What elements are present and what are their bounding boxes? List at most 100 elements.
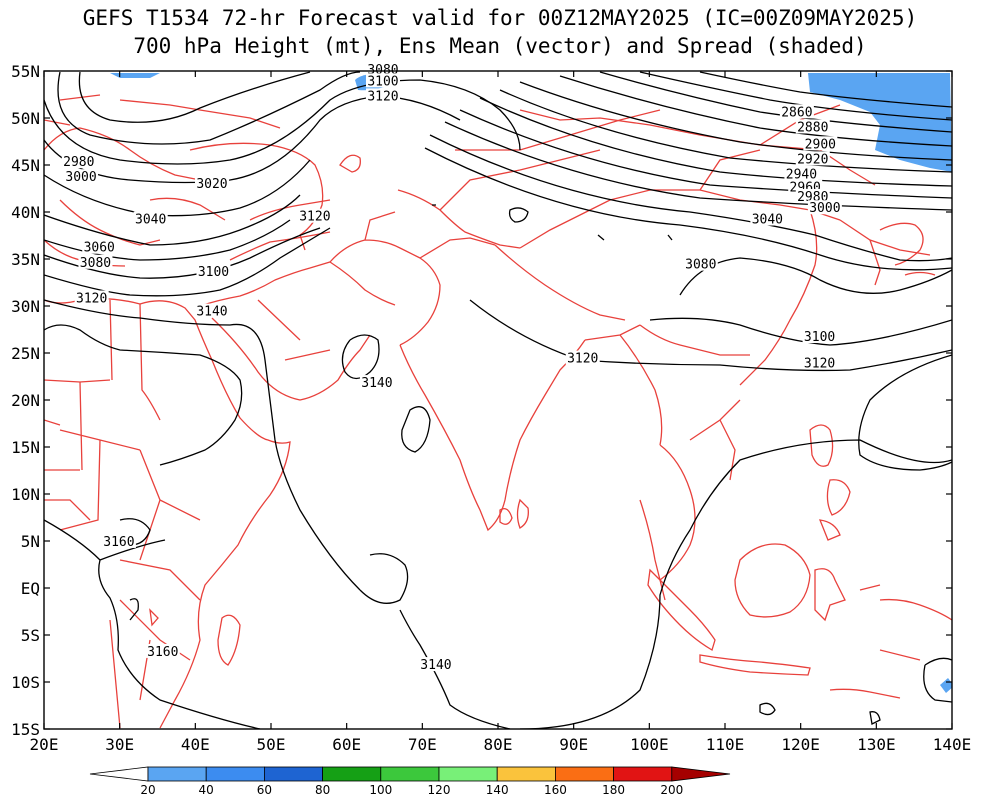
lat-label: 30N <box>11 297 40 316</box>
contour-label: 2860 <box>781 105 812 120</box>
lat-label: 5S <box>21 626 40 645</box>
contour-label-bg <box>82 239 117 254</box>
contour-label-bg <box>784 166 819 181</box>
contour-label: 3120 <box>76 291 107 306</box>
contour-label-bg <box>795 188 830 203</box>
lon-label: 40E <box>181 735 210 754</box>
contour-label-bg <box>78 254 113 269</box>
lat-label: 55N <box>11 62 40 81</box>
height-contours <box>44 71 952 729</box>
contour-label: 3120 <box>567 352 598 367</box>
map-subtitle: 700 hPa Height (mt), Ens Mean (vector) a… <box>133 34 867 58</box>
colorbar-segment <box>322 766 382 782</box>
axes: 55N 50N 45N 40N 35N 30N 25N 20N 15N 10N 5N EQ 5S 10S 1… <box>11 62 971 754</box>
contour-label-bg <box>802 355 837 370</box>
contour-label: 2920 <box>797 152 828 167</box>
lat-label: 45N <box>11 156 40 175</box>
lon-label: 140E <box>933 735 972 754</box>
lon-label: 110E <box>706 735 745 754</box>
contour-label: 3140 <box>196 305 227 320</box>
contour-label-bg <box>795 151 830 166</box>
contour-label-bg <box>795 119 830 134</box>
contour-label-bg <box>365 73 400 88</box>
colorbar-label: 40 <box>199 783 214 797</box>
lat-label: 20N <box>11 391 40 410</box>
contour-label: 2940 <box>786 167 817 182</box>
colorbar-high-arrow <box>671 766 731 782</box>
colorbar-segment <box>555 766 615 782</box>
colorbar-segment <box>496 766 556 782</box>
contour-label: 3120 <box>804 356 835 371</box>
contour-label-bg <box>802 329 837 344</box>
lon-label: 70E <box>408 735 437 754</box>
lat-label: 15S <box>11 720 40 739</box>
contour-label-bg <box>297 208 332 223</box>
contour-label-bg <box>803 136 838 151</box>
colorbar-segment <box>147 766 207 782</box>
lat-label: 50N <box>11 109 40 128</box>
colorbar-label: 120 <box>428 783 451 797</box>
spread-colorbar: 20 40 60 80 100 120 140 160 180 200 <box>89 766 731 797</box>
contour-label: 2880 <box>797 120 828 135</box>
contour-label: 3060 <box>84 241 115 256</box>
contour-label-bg <box>64 169 99 184</box>
lon-label: 120E <box>781 735 820 754</box>
contour-label-bg <box>365 62 400 77</box>
colorbar-low-arrow <box>89 766 149 782</box>
contour-label-bg <box>750 211 785 226</box>
lat-label: 10N <box>11 485 40 504</box>
contour-label: 3140 <box>361 376 392 391</box>
contour-label-bg <box>683 256 718 271</box>
colorbar-label: 20 <box>140 783 155 797</box>
contour-label: 2980 <box>63 155 94 170</box>
lon-label: 30E <box>105 735 134 754</box>
lat-label: 40N <box>11 203 40 222</box>
contour-label: 2900 <box>805 137 836 152</box>
contour-label: 3020 <box>196 177 227 192</box>
contour-label: 3040 <box>135 213 166 228</box>
contour-label: 3120 <box>299 210 330 225</box>
contour-label-bg <box>359 375 394 390</box>
colorbar-label: 160 <box>544 783 567 797</box>
contour-label: 3080 <box>685 258 716 273</box>
contour-label-bg <box>194 303 229 318</box>
contour-label-bg <box>418 657 453 672</box>
contour-label-bg <box>145 643 180 658</box>
contour-label: 3100 <box>804 330 835 345</box>
lat-label: 35N <box>11 250 40 269</box>
contour-labels: 2860288029002920294029602980300030403080… <box>61 62 842 673</box>
contour-label-bg <box>133 211 168 226</box>
lat-label: EQ <box>21 579 40 598</box>
lon-label: 100E <box>630 735 669 754</box>
lon-label: 80E <box>484 735 513 754</box>
contour-label-bg <box>74 290 109 305</box>
colorbar-segment <box>380 766 440 782</box>
contour-label: 3100 <box>198 265 229 280</box>
contour-label-bg <box>194 175 229 190</box>
contour-label: 3000 <box>809 201 840 216</box>
colorbar-label: 180 <box>602 783 625 797</box>
contour-label-bg <box>196 264 231 279</box>
colorbar-label: 100 <box>369 783 392 797</box>
contour-label: 3120 <box>367 89 398 104</box>
colorbar-label: 200 <box>660 783 683 797</box>
contour-label: 3140 <box>420 658 451 673</box>
lon-label: 20E <box>30 735 59 754</box>
contour-label-bg <box>779 104 814 119</box>
contour-label: 3160 <box>147 645 178 660</box>
lon-label: 50E <box>257 735 286 754</box>
contour-label: 3160 <box>103 535 134 550</box>
lat-label: 15N <box>11 438 40 457</box>
lat-label: 5N <box>21 532 40 551</box>
lon-label: 90E <box>559 735 588 754</box>
contour-label: 3080 <box>80 256 111 271</box>
colorbar-label: 60 <box>257 783 272 797</box>
lat-label: 10S <box>11 673 40 692</box>
contour-label: 3100 <box>367 74 398 89</box>
colorbar-segment <box>205 766 265 782</box>
contour-label-bg <box>807 200 842 215</box>
contour-label: 3000 <box>65 170 96 185</box>
colorbar-segment <box>613 766 673 782</box>
contour-label-bg <box>101 533 136 548</box>
